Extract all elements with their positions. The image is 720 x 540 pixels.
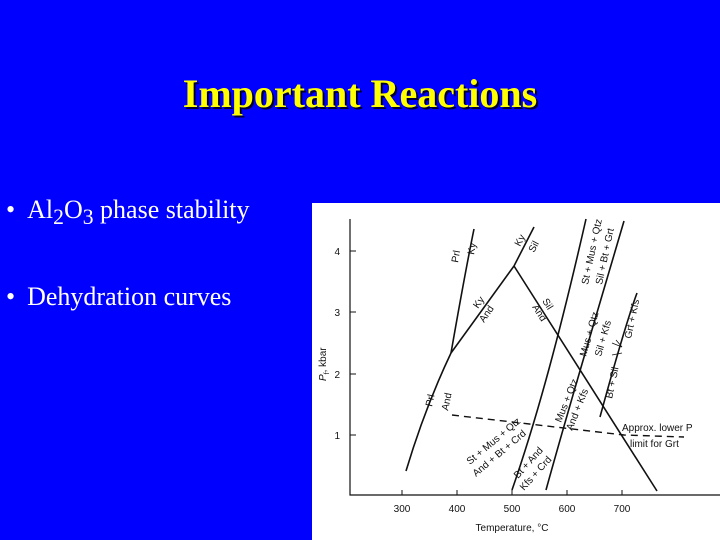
- bullet-dot: •: [6, 195, 16, 224]
- curve-st-mus-qtz-high: [511, 218, 587, 491]
- label-approx-lower-p: Approx. lower P: [622, 423, 693, 434]
- curve-ky-sil: [513, 226, 535, 267]
- label-prl-top: Prl: [450, 250, 463, 264]
- y-axis-title-rest: , kbar: [318, 347, 329, 373]
- x-axis-ticks: [401, 490, 623, 495]
- y-axis-title: Pf, kbar: [318, 347, 331, 381]
- x-tick-600: 600: [559, 504, 576, 515]
- label-ky-and-ky: Ky: [471, 295, 487, 311]
- slide-title: Important Reactions: [182, 71, 538, 116]
- axis-frame: [349, 219, 720, 496]
- label-sil-and-sil: Sil: [539, 297, 554, 312]
- bullet-text-phase-stability: phase stability: [93, 195, 250, 224]
- curve-sil-and: [513, 265, 658, 492]
- label-and-lower: And: [440, 392, 454, 412]
- bullet-al2o3-phase-stability: • Al2O3 phase stability: [6, 195, 250, 230]
- bullet-text-o: O: [63, 195, 83, 224]
- phase-diagram-svg: 4 3 2 1 300 400 500 600 700 Temperature,…: [318, 218, 720, 534]
- bullet-dehydration-curves: • Dehydration curves: [6, 282, 231, 312]
- x-tick-500: 500: [504, 504, 521, 515]
- label-limit-for-grt: limit for Grt: [630, 439, 679, 450]
- x-tick-300: 300: [394, 504, 411, 515]
- y-tick-2: 2: [334, 370, 340, 381]
- y-axis-ticks: [350, 250, 356, 436]
- label-prl-lower: Prl: [424, 393, 437, 407]
- y-axis-title-p: P: [318, 374, 329, 381]
- y-tick-3: 3: [334, 308, 340, 319]
- reaction-arrows: [611, 339, 623, 356]
- label-grt-kfs: Grt + Kfs: [623, 298, 642, 339]
- y-axis-title-sub: f: [324, 372, 331, 374]
- x-tick-700: 700: [614, 504, 631, 515]
- curve-mus-qtz-high: [545, 220, 625, 491]
- y-tick-4: 4: [334, 247, 340, 258]
- label-ky-sil-ky: Ky: [513, 233, 528, 248]
- label-ky-top: Ky: [466, 242, 479, 255]
- x-axis-title: Temperature, °C: [476, 523, 549, 534]
- curve-garnet-lower-limit: [451, 414, 685, 438]
- y-tick-1: 1: [334, 431, 340, 442]
- phase-diagram-figure: 4 3 2 1 300 400 500 600 700 Temperature,…: [312, 203, 720, 540]
- bullet-subscript-2: 2: [53, 205, 64, 230]
- curve-ky-and: [450, 265, 515, 354]
- bullet-dot: •: [6, 282, 16, 311]
- bullet-text-al: Al: [27, 195, 54, 224]
- label-ky-sil-sil: Sil: [527, 239, 542, 254]
- bullet-text: Dehydration curves: [27, 282, 232, 311]
- x-tick-400: 400: [449, 504, 466, 515]
- curve-bt-sil-grt-kfs: [599, 292, 638, 418]
- curve-prl-and: [405, 352, 452, 472]
- label-bt-sil: Bt + Sil: [604, 366, 621, 400]
- curve-prl-ky: [450, 228, 475, 354]
- bullet-subscript-3: 3: [82, 205, 94, 230]
